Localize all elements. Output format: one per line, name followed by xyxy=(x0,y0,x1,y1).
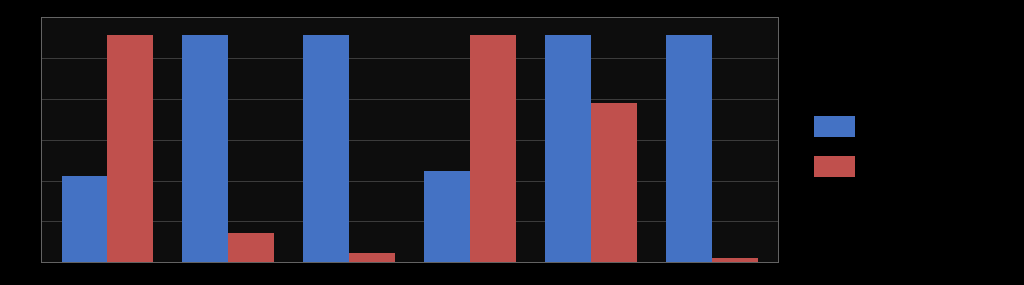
Bar xyxy=(61,176,108,262)
Bar xyxy=(424,171,470,262)
Bar xyxy=(228,233,274,262)
Bar xyxy=(349,253,395,262)
Bar xyxy=(303,35,349,262)
Bar xyxy=(712,258,758,262)
Bar xyxy=(545,35,591,262)
Bar xyxy=(182,35,228,262)
Bar xyxy=(666,35,712,262)
Bar xyxy=(470,35,516,262)
Bar xyxy=(591,103,637,262)
Bar xyxy=(108,35,154,262)
